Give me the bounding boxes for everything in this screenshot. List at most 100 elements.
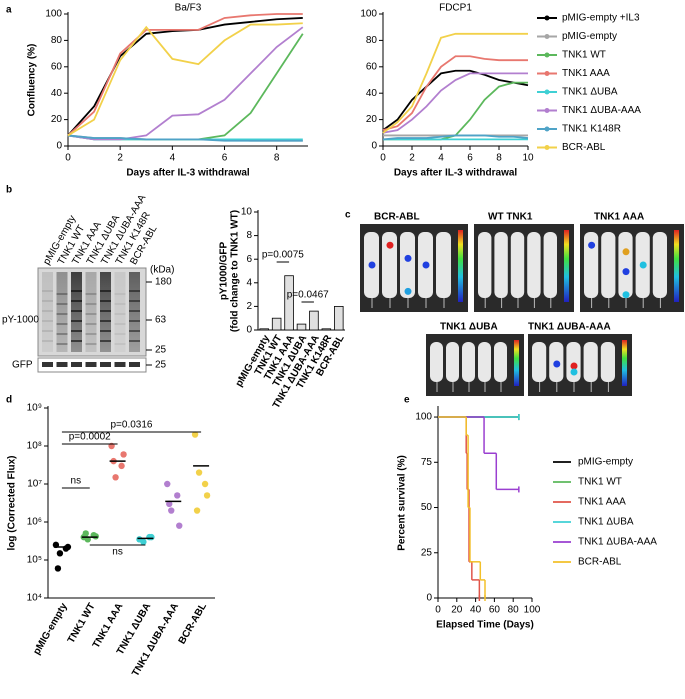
x-tick-label: 0 <box>65 153 71 164</box>
y-tick-label: 10⁶ <box>27 517 42 528</box>
y-tick-label: 8 <box>246 230 252 241</box>
data-point <box>82 530 89 537</box>
mouse <box>494 232 508 298</box>
data-point <box>201 480 209 488</box>
data-point <box>176 522 183 529</box>
gfp-band <box>129 362 140 367</box>
mouse <box>462 342 475 382</box>
series-line <box>382 32 528 134</box>
y-tick-label: 50 <box>421 502 433 513</box>
y-tick-label: 100 <box>415 412 432 423</box>
legend-label: BCR-ABL <box>562 142 606 153</box>
annotation: p=0.0002 <box>69 432 111 443</box>
x-tick-label: 40 <box>470 605 482 616</box>
data-point <box>164 480 171 488</box>
y-axis-label: pY1000/GFP <box>219 241 230 300</box>
legend-swatch <box>544 15 550 21</box>
x-tick-label: 10 <box>522 153 534 164</box>
mouse <box>527 232 541 298</box>
blot-band <box>100 330 111 332</box>
y-tick-label: 10⁹ <box>27 403 42 414</box>
blot-band <box>42 300 53 302</box>
x-tick-label: BCR-ABL <box>177 601 209 646</box>
signal-spot <box>404 254 412 262</box>
blot-band <box>129 340 140 342</box>
series-line <box>67 13 303 137</box>
y-axis-label: Percent survival (%) <box>397 455 408 551</box>
y-tick-label: 6 <box>246 254 252 265</box>
imaging-title: BCR-ABL <box>374 212 420 223</box>
series-line <box>382 69 529 131</box>
signal-spot <box>570 362 578 370</box>
series-line <box>382 72 528 134</box>
y-axis-label: Confluency (%) <box>27 44 38 117</box>
y-tick-label: 80 <box>366 35 378 46</box>
mouse <box>618 232 633 298</box>
data-point <box>195 469 203 476</box>
data-point <box>92 533 99 540</box>
blot-lane <box>129 272 140 352</box>
blot-band <box>129 330 140 332</box>
y-tick-label: 60 <box>51 61 63 72</box>
y-tick-label: 20 <box>366 114 378 125</box>
legend-label: TNK1 ΔUBA-AAA <box>562 105 641 116</box>
imaging-title: WT TNK1 <box>488 212 533 223</box>
series-line <box>67 134 303 142</box>
x-tick-label: 60 <box>489 605 501 616</box>
mouse <box>478 232 492 298</box>
imaging-title: TNK1 ΔUBA <box>440 322 498 333</box>
signal-spot <box>622 291 630 299</box>
series-line <box>67 17 303 137</box>
mouse <box>446 342 459 382</box>
data-point <box>174 492 181 499</box>
x-tick-label: 4 <box>438 153 444 164</box>
panel-letter: b <box>6 185 12 196</box>
y-axis-label: (fold change to TNK1 WT) <box>230 210 241 332</box>
mouse <box>400 232 415 298</box>
annotation: p=0.0467 <box>287 290 329 301</box>
x-tick-label: 0 <box>435 605 441 616</box>
x-axis-label: Elapsed Time (Days) <box>436 620 534 631</box>
bar <box>259 328 269 331</box>
blot-band <box>100 310 111 312</box>
blot-marker: 25 <box>155 345 167 356</box>
y-tick-label: 4 <box>246 277 252 288</box>
x-tick-label: 20 <box>451 605 463 616</box>
mouse <box>532 342 547 382</box>
y-tick-label: 25 <box>421 547 433 558</box>
blot-lane <box>114 272 126 352</box>
blot-band <box>100 340 111 342</box>
legend-label: TNK1 ΔUBA <box>578 517 634 528</box>
legend-label: TNK1 K148R <box>562 124 621 135</box>
data-point <box>120 451 127 458</box>
gfp-band <box>100 362 111 367</box>
legend-label: TNK1 WT <box>562 50 606 61</box>
blot-row-label: GFP <box>12 360 33 371</box>
legend-swatch <box>544 108 550 113</box>
blot-band <box>85 313 97 315</box>
legend-swatch <box>544 52 550 58</box>
bar <box>296 323 307 331</box>
blot-lane <box>85 272 97 352</box>
imaging-title: TNK1 AAA <box>594 212 644 223</box>
gfp-band <box>42 362 53 367</box>
panel-letter: e <box>404 395 410 406</box>
bar <box>309 310 319 331</box>
data-point <box>118 462 125 470</box>
y-tick-label: 60 <box>366 61 378 72</box>
blot-band <box>85 293 97 295</box>
panel-letter: d <box>6 395 12 406</box>
blot-band <box>56 313 68 315</box>
y-tick-label: 10⁴ <box>27 593 42 604</box>
blot-band <box>56 333 68 335</box>
blot-unit: (kDa) <box>150 265 174 276</box>
mouse <box>478 342 491 382</box>
blot-row-label: pY-1000 <box>2 315 39 326</box>
signal-spot <box>570 368 578 376</box>
mouse <box>430 342 443 382</box>
data-point <box>166 500 173 508</box>
legend-swatch <box>544 126 550 132</box>
y-tick-label: 10⁵ <box>27 555 42 566</box>
data-point <box>193 507 201 514</box>
